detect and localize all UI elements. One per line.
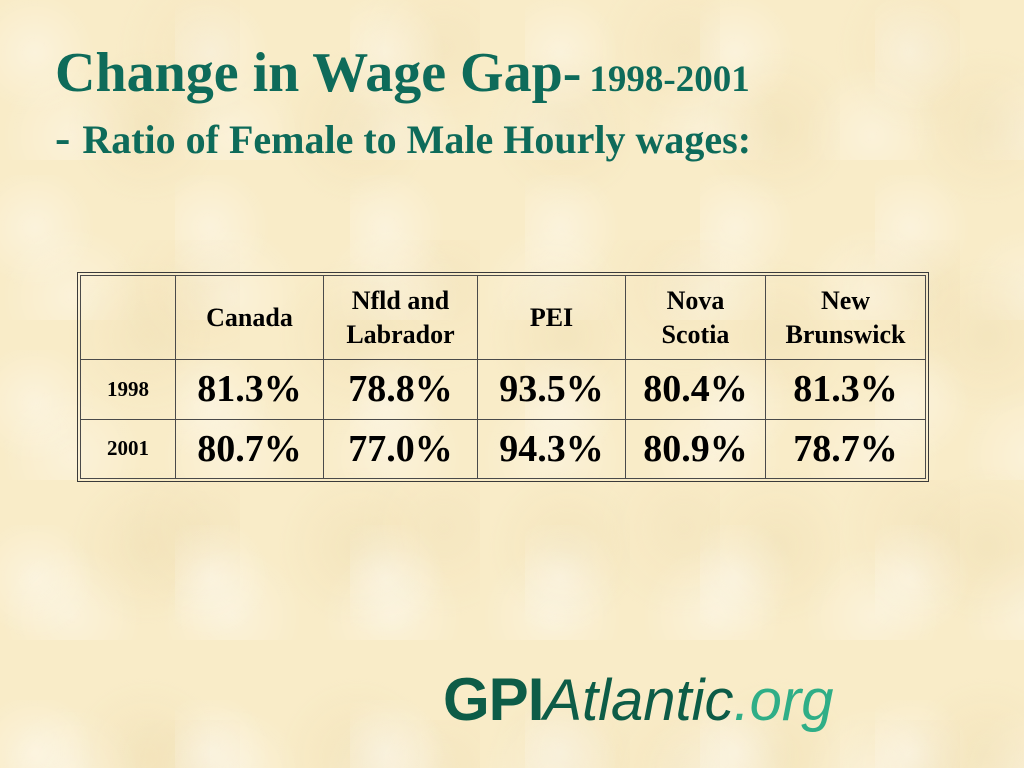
gpi-atlantic-logo: GPIAtlantic.org (443, 660, 834, 740)
column-header-canada: Canada (175, 275, 324, 360)
slide-title: Change in Wage Gap- 1998-2001 - Ratio of … (55, 40, 1010, 167)
column-header-label: PEI (529, 302, 574, 332)
title-dash: - (55, 112, 71, 163)
table-cell: 77.0% (323, 418, 478, 479)
table-corner-cell (80, 275, 176, 360)
title-line-2: - Ratio of Female to Male Hourly wages: (55, 113, 1010, 167)
row-year-label: 2001 (80, 418, 176, 479)
table-cell: 78.8% (323, 359, 478, 420)
table-row: 2001 80.7% 77.0% 94.3% 80.9% 78.7% (80, 418, 926, 479)
title-main: Change in Wage Gap- (55, 42, 582, 104)
table-cell: 93.5% (477, 359, 626, 420)
table-cell: 94.3% (477, 418, 626, 479)
column-header-label: Nova Scotia (661, 285, 730, 349)
table-cell: 80.7% (175, 418, 324, 479)
row-year-label: 1998 (80, 359, 176, 420)
table-header-row: Canada Nfld and Labrador PEI Nova Scotia… (80, 275, 926, 360)
wage-gap-table: Canada Nfld and Labrador PEI Nova Scotia… (80, 275, 926, 479)
column-header-label: Canada (206, 302, 293, 332)
title-line-1: Change in Wage Gap- 1998-2001 (55, 40, 1010, 113)
table-cell: 80.4% (625, 359, 766, 420)
column-header-new-brunswick: New Brunswick (765, 275, 926, 360)
column-header-nova-scotia: Nova Scotia (625, 275, 766, 360)
column-header-label: Nfld and Labrador (346, 285, 455, 349)
table-cell: 80.9% (625, 418, 766, 479)
table-cell: 81.3% (175, 359, 324, 420)
table-cell: 78.7% (765, 418, 926, 479)
column-header-nfld-labrador: Nfld and Labrador (323, 275, 478, 360)
title-years: 1998-2001 (589, 59, 750, 100)
table-row: 1998 81.3% 78.8% 93.5% 80.4% 81.3% (80, 359, 926, 420)
wage-table-frame: Canada Nfld and Labrador PEI Nova Scotia… (77, 272, 929, 482)
column-header-label: New Brunswick (785, 285, 906, 349)
table-cell: 81.3% (765, 359, 926, 420)
title-subtitle: Ratio of Female to Male Hourly wages: (82, 117, 752, 162)
logo-org-text: .org (733, 668, 834, 733)
column-header-pei: PEI (477, 275, 626, 360)
logo-gpi-text: GPI (443, 666, 544, 733)
logo-atlantic-text: Atlantic (543, 668, 734, 733)
